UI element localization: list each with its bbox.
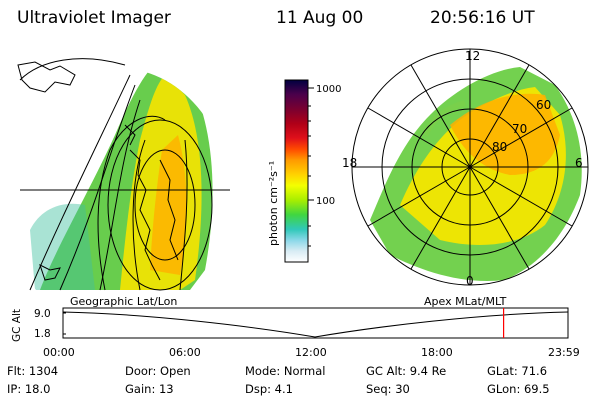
- geographic-panel-label: Geographic Lat/Lon: [70, 295, 178, 308]
- coastline-outline: [17, 61, 179, 281]
- gc-altitude-curve: [62, 311, 569, 338]
- polar-mlat-mlt-plot: 12 18 6 0 60 70 80: [342, 48, 589, 288]
- colorbar: 1000 100 photon cm⁻²s⁻¹: [267, 79, 341, 263]
- gc-alt-axis-label: GC Alt: [11, 309, 23, 342]
- geographic-grid: [19, 58, 230, 291]
- mlat-label-60: 60: [536, 98, 551, 112]
- y-tick-9: 9.0: [34, 308, 51, 320]
- door-status: Door: Open: [125, 364, 191, 378]
- orbit-timeline: 9.0 1.8 GC Alt 00:00 06:00 12:00 18:00 2…: [11, 307, 580, 359]
- aurora-emission-core: [150, 135, 187, 275]
- colorbar-unit-label: photon cm⁻²s⁻¹: [267, 161, 280, 246]
- gc-altitude-value: GC Alt: 9.4 Re: [366, 364, 447, 378]
- mlt-label-12: 12: [465, 49, 480, 63]
- sequence-value: Seq: 30: [366, 382, 410, 396]
- dsp-value: Dsp: 4.1: [245, 382, 293, 396]
- instrument-title: Ultraviolet Imager: [17, 8, 171, 28]
- flight-number: Flt: 1304: [7, 364, 59, 378]
- mlt-label-6: 6: [575, 156, 583, 170]
- mlat-label-70: 70: [512, 122, 527, 136]
- gain-value: Gain: 13: [125, 382, 174, 396]
- geographic-latitude: GLat: 71.6: [487, 364, 548, 378]
- x-tick-2359: 23:59: [548, 346, 580, 359]
- ip-value: IP: 18.0: [7, 382, 51, 396]
- mlt-label-0: 0: [466, 274, 474, 288]
- x-tick-0600: 06:00: [169, 346, 201, 359]
- colorbar-scale: [284, 79, 309, 263]
- observation-date: 11 Aug 00: [276, 8, 364, 28]
- apex-panel-label: Apex MLat/MLT: [424, 295, 507, 308]
- x-tick-1200: 12:00: [295, 346, 327, 359]
- mode-value: Mode: Normal: [245, 364, 326, 378]
- mlat-label-80: 80: [492, 140, 507, 154]
- timeline-frame: [62, 307, 569, 339]
- y-tick-1.8: 1.8: [34, 328, 51, 340]
- mlt-label-18: 18: [342, 156, 357, 170]
- colorbar-tick-100: 100: [316, 196, 335, 207]
- x-tick-1800: 18:00: [421, 346, 453, 359]
- x-tick-0000: 00:00: [43, 346, 75, 359]
- observation-time: 20:56:16 UT: [430, 8, 535, 28]
- polar-grid: [351, 48, 589, 286]
- geographic-longitude: GLon: 69.5: [487, 382, 550, 396]
- geographic-image: [17, 58, 230, 291]
- colorbar-tick-1000: 1000: [316, 84, 341, 95]
